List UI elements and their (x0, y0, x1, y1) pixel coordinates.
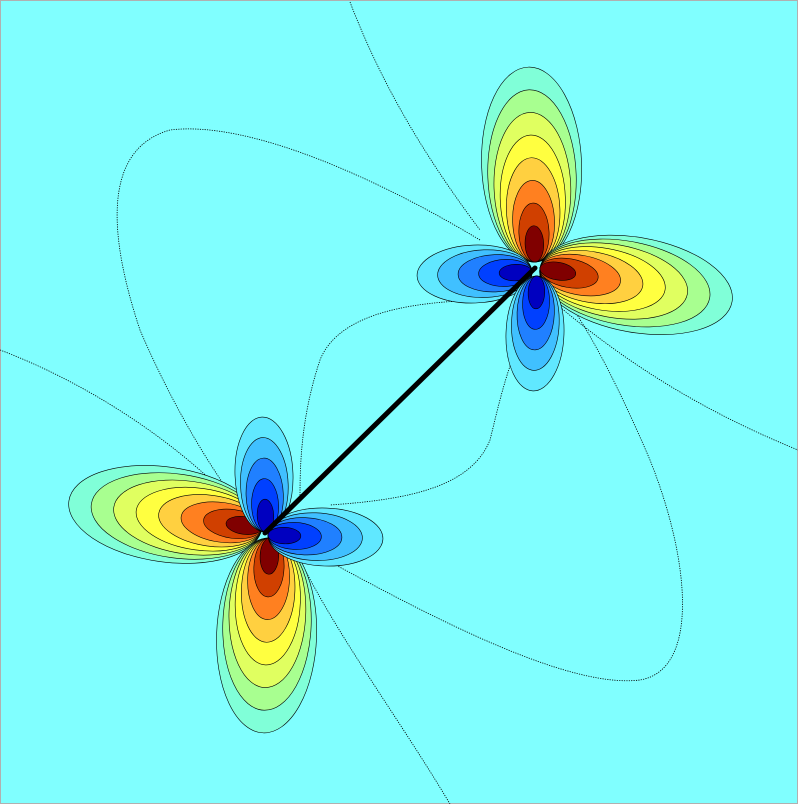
upper-tip-lobe-bottom-level-5 (527, 275, 546, 310)
contour-line (299, 299, 501, 501)
lower-tip-lobe-bottom (216, 537, 317, 734)
contour-line (539, 289, 798, 451)
contour-line (0, 349, 251, 521)
contour-line (289, 289, 683, 682)
lower-tip-lobe-right (267, 507, 384, 567)
contour-line (349, 1, 481, 231)
upper-tip-stress-field (416, 66, 733, 392)
upper-tip-lobe-top-level-8 (524, 225, 544, 263)
upper-tip-lobe-left (416, 244, 533, 304)
upper-tip-lobe-bottom (505, 275, 565, 392)
upper-tip-lobe-top (481, 66, 582, 263)
lower-tip-lobe-right-level-5 (267, 526, 302, 545)
lower-tip-lobe-top (234, 416, 294, 533)
crack-line (262, 265, 538, 536)
contour-line (299, 559, 451, 804)
contour-line (116, 128, 481, 521)
lower-tip-lobe-left (68, 465, 263, 564)
lower-tip-stress-field (68, 416, 384, 734)
upper-tip-lobe-right-level-8 (539, 261, 577, 281)
upper-tip-lobe-right (539, 234, 733, 335)
